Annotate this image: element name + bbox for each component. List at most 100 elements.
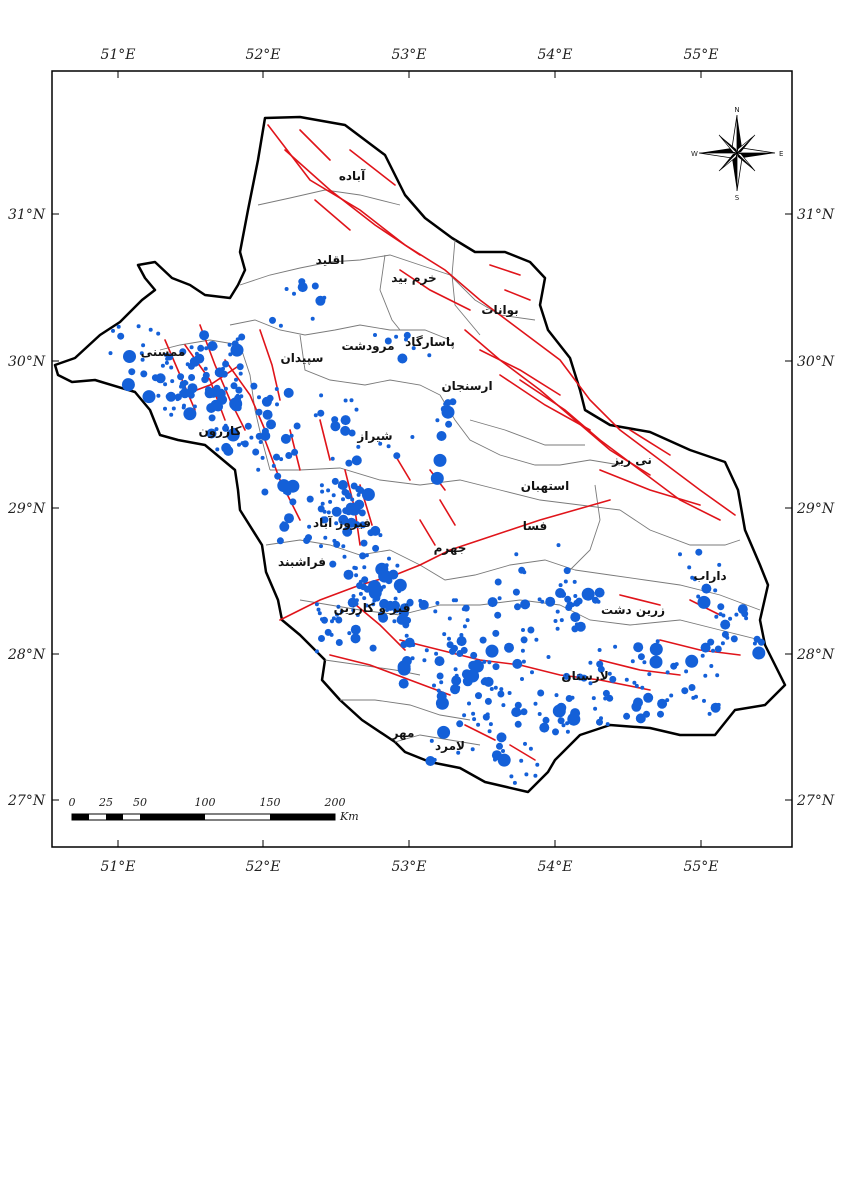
epicenter-point-617 bbox=[384, 337, 392, 345]
epicenter-point-83 bbox=[141, 343, 146, 348]
epicenter-point-596 bbox=[697, 595, 711, 609]
epicenter-point-561 bbox=[283, 387, 294, 398]
top-lon-ticks: 51°E 52°E 53°E 54°E 55°E bbox=[100, 47, 719, 78]
epicenter-point-311 bbox=[487, 660, 492, 665]
epicenter-point-469 bbox=[703, 673, 708, 678]
epicenter-point-506 bbox=[484, 697, 492, 705]
epicenter-point-459 bbox=[707, 711, 712, 716]
epicenter-point-442 bbox=[711, 648, 715, 653]
epicenter-point-257 bbox=[335, 616, 343, 624]
epicenter-point-250 bbox=[381, 618, 386, 623]
epicenter-point-88 bbox=[140, 357, 145, 362]
epicenter-point-106 bbox=[206, 428, 217, 439]
city-label-kazerun: کازرون bbox=[198, 424, 241, 439]
epicenter-point-263 bbox=[321, 616, 328, 624]
epicenter-point-493 bbox=[439, 680, 444, 685]
city-label-bavanat: بوانات bbox=[481, 303, 518, 318]
epicenter-point-376 bbox=[563, 579, 568, 584]
epicenter-point-429 bbox=[588, 681, 593, 686]
epicenter-point-248 bbox=[384, 563, 389, 568]
epicenter-point-237 bbox=[361, 576, 369, 584]
epicenter-point-206 bbox=[342, 526, 353, 537]
epicenter-point-433 bbox=[552, 704, 566, 718]
epicenter-point-557 bbox=[330, 421, 341, 432]
epicenter-point-418 bbox=[605, 722, 610, 727]
epicenter-point-366 bbox=[537, 712, 542, 716]
epicenter-point-609 bbox=[298, 278, 306, 286]
left-lat-ticks: 31°N 30°N 29°N 28°N 27°N bbox=[7, 207, 59, 809]
epicenter-point-382 bbox=[566, 601, 574, 609]
epicenter-point-123 bbox=[266, 394, 274, 402]
epicenter-point-191 bbox=[360, 539, 368, 547]
epicenter-point-109 bbox=[250, 382, 258, 390]
city-label-pasargad: پاسارگاد bbox=[405, 335, 455, 349]
epicenter-point-210 bbox=[370, 525, 381, 536]
epicenter-point-266 bbox=[324, 628, 332, 636]
epicenter-point-438 bbox=[657, 710, 664, 718]
epicenter-point-333 bbox=[504, 642, 514, 653]
epicenter-point-550 bbox=[349, 398, 354, 403]
lon-tick-bottom-4: 54°E bbox=[537, 859, 572, 875]
epicenter-point-128 bbox=[208, 414, 216, 422]
epicenter-point-170 bbox=[350, 497, 355, 502]
epicenter-point-317 bbox=[434, 656, 445, 667]
epicenter-point-431 bbox=[552, 728, 559, 736]
epicenter-point-576 bbox=[443, 402, 448, 406]
epicenter-point-243 bbox=[392, 619, 397, 624]
epicenter-point-453 bbox=[643, 692, 654, 703]
epicenter-point-389 bbox=[596, 599, 601, 604]
epicenter-point-422 bbox=[609, 696, 614, 701]
epicenter-point-135 bbox=[274, 472, 282, 480]
epicenter-point-513 bbox=[487, 729, 492, 734]
epicenter-point-332 bbox=[497, 690, 505, 698]
epicenter-point-246 bbox=[358, 591, 363, 596]
epicenter-point-242 bbox=[368, 580, 381, 593]
epicenter-point-416 bbox=[561, 723, 566, 728]
epicenter-point-476 bbox=[734, 612, 739, 617]
epicenter-point-414 bbox=[624, 677, 629, 682]
epicenter-point-164 bbox=[356, 492, 361, 497]
epicenter-point-265 bbox=[336, 604, 341, 609]
epicenter-point-547 bbox=[340, 425, 351, 436]
epicenter-point-312 bbox=[459, 633, 464, 637]
epicenter-point-188 bbox=[342, 507, 350, 515]
epicenter-point-328 bbox=[404, 637, 415, 648]
city-label-mamasani: ممسنی bbox=[141, 345, 186, 359]
epicenter-point-286 bbox=[447, 616, 452, 621]
epicenter-point-588 bbox=[518, 566, 526, 574]
epicenter-point-278 bbox=[335, 639, 343, 646]
epicenter-point-520 bbox=[509, 774, 514, 779]
epicenter-point-465 bbox=[655, 639, 660, 644]
epicenter-point-90 bbox=[155, 373, 166, 384]
epicenter-point-523 bbox=[523, 741, 527, 746]
epicenter-point-308 bbox=[462, 604, 470, 612]
province-boundary bbox=[53, 115, 787, 794]
epicenter-point-184 bbox=[345, 490, 350, 494]
epicenter-point-536 bbox=[306, 495, 314, 503]
epicenter-point-93 bbox=[136, 324, 141, 329]
epicenter-point-584 bbox=[537, 597, 542, 602]
epicenter-point-423 bbox=[567, 712, 581, 726]
scale-label-100: 100 bbox=[195, 796, 216, 809]
epicenter-point-101 bbox=[234, 394, 242, 402]
epicenter-point-38 bbox=[182, 403, 186, 408]
epicenter-point-47 bbox=[171, 406, 176, 411]
epicenter-point-335 bbox=[462, 713, 467, 718]
epicenter-point-253 bbox=[351, 608, 356, 613]
epicenter-point-18 bbox=[187, 383, 198, 394]
epicenter-point-276 bbox=[354, 601, 359, 606]
epicenter-point-408 bbox=[554, 693, 559, 698]
epicenter-point-601 bbox=[690, 575, 695, 580]
epicenter-point-532 bbox=[284, 513, 294, 524]
epicenter-point-245 bbox=[379, 598, 390, 609]
epicenter-point-8 bbox=[227, 342, 232, 347]
epicenter-point-315 bbox=[424, 648, 429, 653]
epicenter-point-239 bbox=[358, 579, 363, 584]
epicenter-point-155 bbox=[358, 509, 366, 517]
epicenter-point-97 bbox=[179, 380, 187, 388]
epicenter-point-507 bbox=[456, 720, 464, 728]
epicenter-point-197 bbox=[329, 560, 337, 568]
epicenter-point-44 bbox=[179, 348, 187, 356]
epicenter-point-362 bbox=[454, 673, 459, 678]
